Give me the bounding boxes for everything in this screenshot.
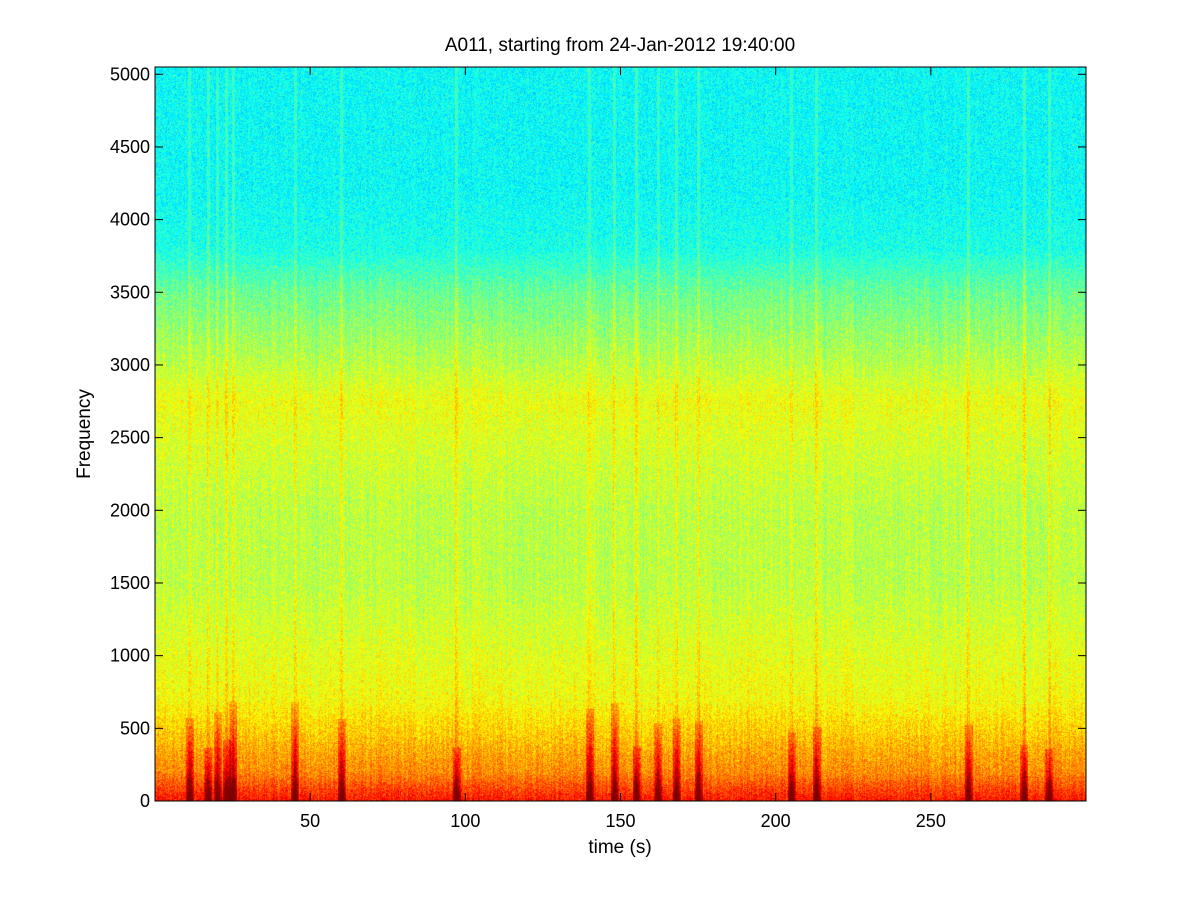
y-axis-label: Frequency	[74, 389, 95, 479]
y-tick-label: 500	[120, 718, 150, 738]
y-tick-label: 3000	[110, 355, 150, 375]
y-tick-label: 5000	[110, 64, 150, 84]
y-tick-label: 3500	[110, 282, 150, 302]
x-tick-label: 150	[605, 811, 635, 831]
spectrogram-image	[155, 67, 1086, 801]
y-tick-label: 1000	[110, 646, 150, 666]
y-tick-label: 0	[140, 791, 150, 811]
x-tick-label: 250	[916, 811, 946, 831]
x-tick-label: 50	[300, 811, 320, 831]
x-tick-label: 200	[761, 811, 791, 831]
y-tick-label: 2000	[110, 500, 150, 520]
y-tick-label: 2500	[110, 428, 150, 448]
x-tick-label: 100	[450, 811, 480, 831]
plot-area	[154, 66, 1087, 802]
x-axis: 50 100 150 200 250	[300, 67, 946, 831]
y-tick-label: 1500	[110, 573, 150, 593]
y-tick-label: 4500	[110, 137, 150, 157]
y-tick-label: 4000	[110, 210, 150, 230]
chart-title: A011, starting from 24-Jan-2012 19:40:00	[445, 35, 795, 56]
x-axis-label: time (s)	[588, 837, 651, 858]
y-axis: 0 500 1000 1500 2000 2500 3000 3500 4000 4500 5000	[110, 64, 1086, 811]
